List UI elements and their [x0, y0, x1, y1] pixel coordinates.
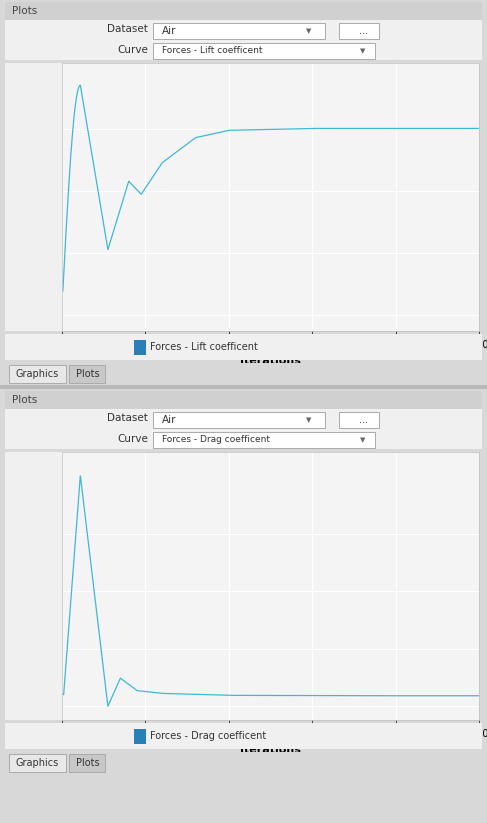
Text: ▼: ▼ — [305, 417, 311, 423]
FancyBboxPatch shape — [69, 754, 105, 772]
Text: Plots: Plots — [75, 758, 99, 768]
Text: Dataset: Dataset — [107, 413, 148, 423]
Text: ▼: ▼ — [360, 437, 366, 443]
Text: ...: ... — [359, 26, 368, 36]
Text: Plots: Plots — [75, 369, 99, 379]
Text: Forces - Lift coefficent: Forces - Lift coefficent — [162, 46, 263, 55]
Text: Curve: Curve — [117, 45, 148, 55]
Text: ▼: ▼ — [305, 28, 311, 35]
Text: Plots: Plots — [12, 6, 37, 16]
Text: ...: ... — [359, 415, 368, 425]
Text: ▼: ▼ — [360, 48, 366, 53]
FancyBboxPatch shape — [153, 412, 325, 428]
FancyBboxPatch shape — [153, 43, 375, 58]
X-axis label: Iterations: Iterations — [240, 356, 301, 365]
Text: Graphics: Graphics — [16, 758, 59, 768]
FancyBboxPatch shape — [339, 23, 379, 40]
FancyBboxPatch shape — [153, 23, 325, 40]
Text: Graphics: Graphics — [16, 369, 59, 379]
Text: Air: Air — [162, 26, 177, 36]
Bar — [134, 340, 146, 356]
Text: Forces - Lift coefficent: Forces - Lift coefficent — [150, 342, 259, 352]
Text: Plots: Plots — [12, 395, 37, 405]
FancyBboxPatch shape — [339, 412, 379, 428]
FancyBboxPatch shape — [9, 754, 66, 772]
Text: Curve: Curve — [117, 435, 148, 444]
FancyBboxPatch shape — [153, 432, 375, 448]
Text: Air: Air — [162, 415, 177, 425]
Bar — [134, 728, 146, 744]
X-axis label: Iterations: Iterations — [240, 745, 301, 755]
Text: Dataset: Dataset — [107, 24, 148, 34]
Text: Forces - Drag coefficent: Forces - Drag coefficent — [162, 435, 270, 444]
FancyBboxPatch shape — [69, 365, 105, 384]
Text: Forces - Drag coefficent: Forces - Drag coefficent — [150, 731, 267, 741]
FancyBboxPatch shape — [9, 365, 66, 384]
